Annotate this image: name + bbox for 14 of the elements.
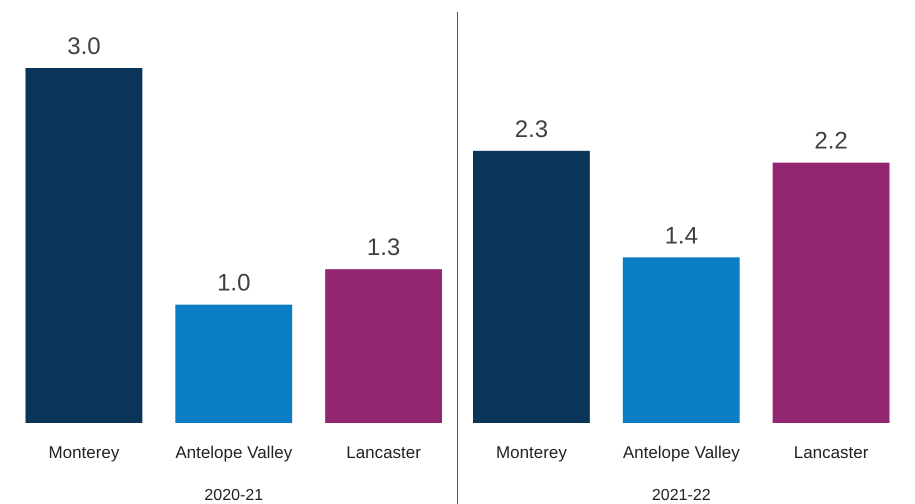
x-tick-label: Antelope Valley	[175, 443, 293, 462]
data-label: 2.2	[814, 128, 848, 155]
data-label: 3.0	[67, 33, 101, 60]
data-label: 1.0	[217, 270, 250, 297]
x-axis-title: 2021-22	[652, 487, 711, 504]
x-tick-label: Monterey	[48, 443, 120, 462]
x-tick-label: Monterey	[496, 443, 568, 462]
data-label: 1.4	[664, 222, 698, 250]
x-tick-label: Lancaster	[346, 443, 422, 462]
x-tick-label: Antelope Valley	[622, 443, 740, 462]
x-axis-title: 2020-21	[204, 487, 264, 504]
data-label: 2.3	[514, 116, 548, 143]
data-label: 1.3	[366, 234, 400, 262]
x-tick-label: Lancaster	[794, 443, 869, 462]
